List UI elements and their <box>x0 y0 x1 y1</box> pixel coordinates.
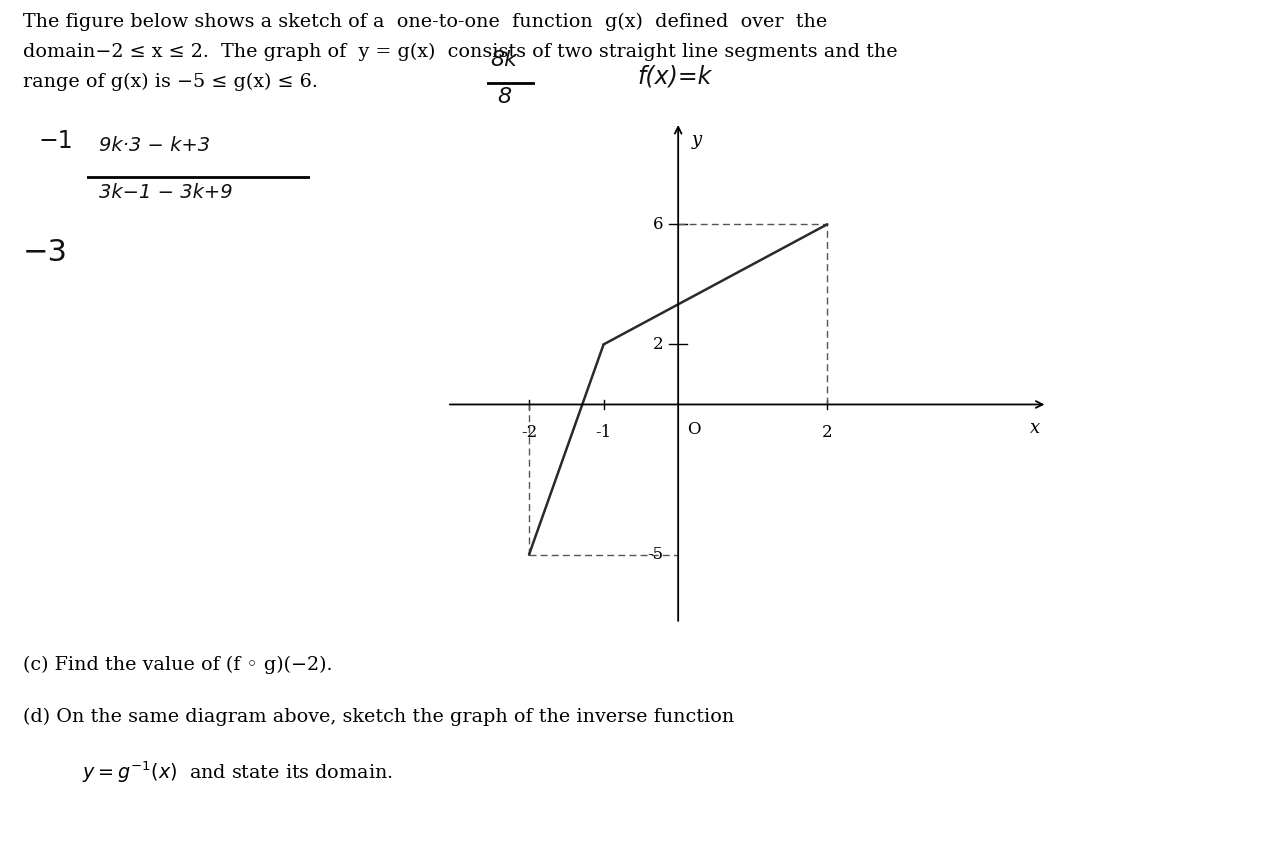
Text: (c) Find the value of (f ◦ g)(−2).: (c) Find the value of (f ◦ g)(−2). <box>23 655 333 673</box>
Text: (d) On the same diagram above, sketch the graph of the inverse function: (d) On the same diagram above, sketch th… <box>23 708 734 726</box>
Text: domain−2 ≤ x ≤ 2.  The graph of  y = g(x)  consists of two straight line segment: domain−2 ≤ x ≤ 2. The graph of y = g(x) … <box>23 43 898 60</box>
Text: x: x <box>1029 420 1040 437</box>
Text: 2: 2 <box>652 336 664 353</box>
Text: 3k−1 − 3k+9: 3k−1 − 3k+9 <box>99 183 233 202</box>
Text: −3: −3 <box>23 238 68 267</box>
Text: −1: −1 <box>38 129 73 153</box>
Text: -5: -5 <box>647 546 664 563</box>
Text: f(x)=k: f(x)=k <box>637 65 711 89</box>
Text: -2: -2 <box>521 424 538 441</box>
Text: -1: -1 <box>595 424 612 441</box>
Text: range of g(x) is −5 ≤ g(x) ≤ 6.: range of g(x) is −5 ≤ g(x) ≤ 6. <box>23 72 317 90</box>
Text: 8: 8 <box>497 87 511 107</box>
Text: O: O <box>687 421 701 438</box>
Text: 2: 2 <box>822 424 833 441</box>
Text: The figure below shows a sketch of a  one-to-one  function  g(x)  defined  over : The figure below shows a sketch of a one… <box>23 13 827 31</box>
Text: y: y <box>692 131 702 149</box>
Text: 6: 6 <box>652 216 664 233</box>
Text: 9k·3 − k+3: 9k·3 − k+3 <box>99 136 210 155</box>
Text: 8k: 8k <box>490 49 517 70</box>
Text: $y = g^{-1}(x)$  and state its domain.: $y = g^{-1}(x)$ and state its domain. <box>82 759 392 785</box>
